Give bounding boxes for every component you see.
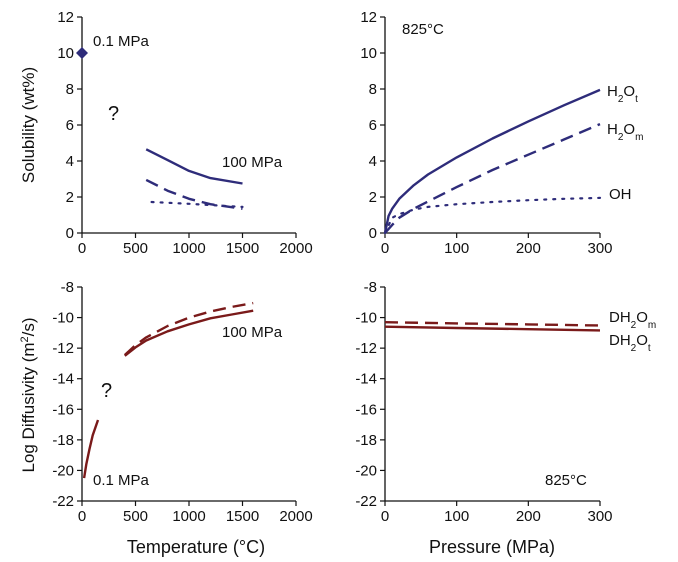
y-axis-title-solubility: Solubility (wt%) (19, 67, 38, 183)
y-tick-label: -12 (52, 340, 74, 357)
y-tick-label: -8 (364, 279, 377, 296)
annotation-0.1-mpa: 0.1 MPa (93, 472, 150, 489)
dh2ot-line (384, 325, 601, 332)
x-tick-label: 200 (516, 508, 541, 525)
x-tick-label: 100 (444, 240, 469, 257)
series-label-dh2ot: DH2Ot (609, 332, 651, 354)
y-tick-label: -10 (355, 310, 377, 327)
series-0-line (82, 419, 100, 479)
y-tick-label: 6 (66, 117, 74, 134)
annotation-825c: 825°C (402, 21, 444, 38)
x-tick-label: 300 (587, 508, 612, 525)
x-tick-label: 0 (78, 508, 86, 525)
x-tick-label: 200 (516, 240, 541, 257)
y-tick-label: 12 (360, 9, 377, 26)
x-tick-label: 1500 (226, 240, 259, 257)
x-axis-title-pressure: Pressure (MPa) (429, 537, 555, 557)
x-tick-label: 2000 (279, 240, 312, 257)
x-tick-label: 500 (123, 508, 148, 525)
annotation-100-mpa: 100 MPa (222, 324, 283, 341)
annotation-question-mark: ? (101, 380, 112, 402)
series-label-h2om: H2Om (607, 121, 643, 143)
diffusivity-vs-temperature-panel: -22 -20 -18 -16 -14 -12 -10 -8 0 500 1000 1500 2000 (52, 279, 312, 525)
x-tick-label: 100 (444, 508, 469, 525)
y-tick-label: 8 (66, 81, 74, 98)
x-tick-label: 500 (123, 240, 148, 257)
data-point-marker (76, 47, 88, 59)
series-label-h2ot: H2Ot (607, 83, 638, 105)
x-tick-label: 1000 (172, 508, 205, 525)
x-tick-label: 0 (78, 240, 86, 257)
x-tick-label: 1000 (172, 240, 205, 257)
y-tick-label: -18 (52, 432, 74, 449)
y-tick-label: 10 (57, 45, 74, 62)
dh2om-line (384, 321, 601, 327)
annotation-0.1-mpa: 0.1 MPa (93, 33, 150, 50)
annotation-100-mpa: 100 MPa (222, 154, 283, 171)
y-tick-label: -10 (52, 310, 74, 327)
y-tick-label: -20 (52, 462, 74, 479)
y-tick-label: -18 (355, 432, 377, 449)
y-tick-label: 2 (369, 189, 377, 206)
solubility-vs-pressure-panel: 0 2 4 6 8 10 12 0 100 200 300 (360, 9, 612, 257)
x-tick-label: 2000 (279, 508, 312, 525)
series-1-line (124, 309, 254, 357)
y-tick-label: 10 (360, 45, 377, 62)
x-tick-label: 0 (381, 508, 389, 525)
y-tick-label: 6 (369, 117, 377, 134)
series-label-oh: OH (609, 186, 632, 203)
y-tick-label: 2 (66, 189, 74, 206)
x-tick-label: 1500 (226, 508, 259, 525)
annotation-question-mark: ? (108, 103, 119, 125)
y-tick-label: -20 (355, 462, 377, 479)
y-tick-label: 0 (66, 225, 74, 242)
series-label-dh2om: DH2Om (609, 309, 656, 331)
h2ot-line (383, 88, 601, 234)
y-tick-label: -16 (355, 401, 377, 418)
series-2-line (150, 200, 244, 208)
y-tick-label: -22 (52, 493, 74, 510)
x-axis-title-temperature: Temperature (°C) (127, 537, 265, 557)
y-tick-label: -14 (355, 371, 377, 388)
h2om-line (384, 122, 601, 234)
y-tick-label: 0 (369, 225, 377, 242)
y-tick-label: 12 (57, 9, 74, 26)
y-axis-title-diffusivity: Log Diffusivity (m2/s) (19, 317, 38, 472)
x-tick-label: 0 (381, 240, 389, 257)
solubility-vs-temperature-panel: 0 2 4 6 8 10 12 0 500 1000 1500 2000 (57, 9, 312, 257)
y-tick-label: -16 (52, 401, 74, 418)
y-tick-label: -12 (355, 340, 377, 357)
y-tick-label: 8 (369, 81, 377, 98)
y-tick-label: -8 (61, 279, 74, 296)
x-tick-label: 300 (587, 240, 612, 257)
y-tick-label: -22 (355, 493, 377, 510)
y-tick-label: 4 (369, 153, 377, 170)
series-1-line (145, 178, 243, 210)
diffusivity-vs-pressure-panel: -22 -20 -18 -16 -14 -12 -10 -8 0 100 200 300 (355, 279, 612, 525)
annotation-825c: 825°C (545, 472, 587, 489)
y-tick-label: -14 (52, 371, 74, 388)
y-tick-label: 4 (66, 153, 74, 170)
series-2-line (123, 301, 254, 356)
oh-line (383, 196, 602, 235)
series-0-line (145, 148, 243, 185)
